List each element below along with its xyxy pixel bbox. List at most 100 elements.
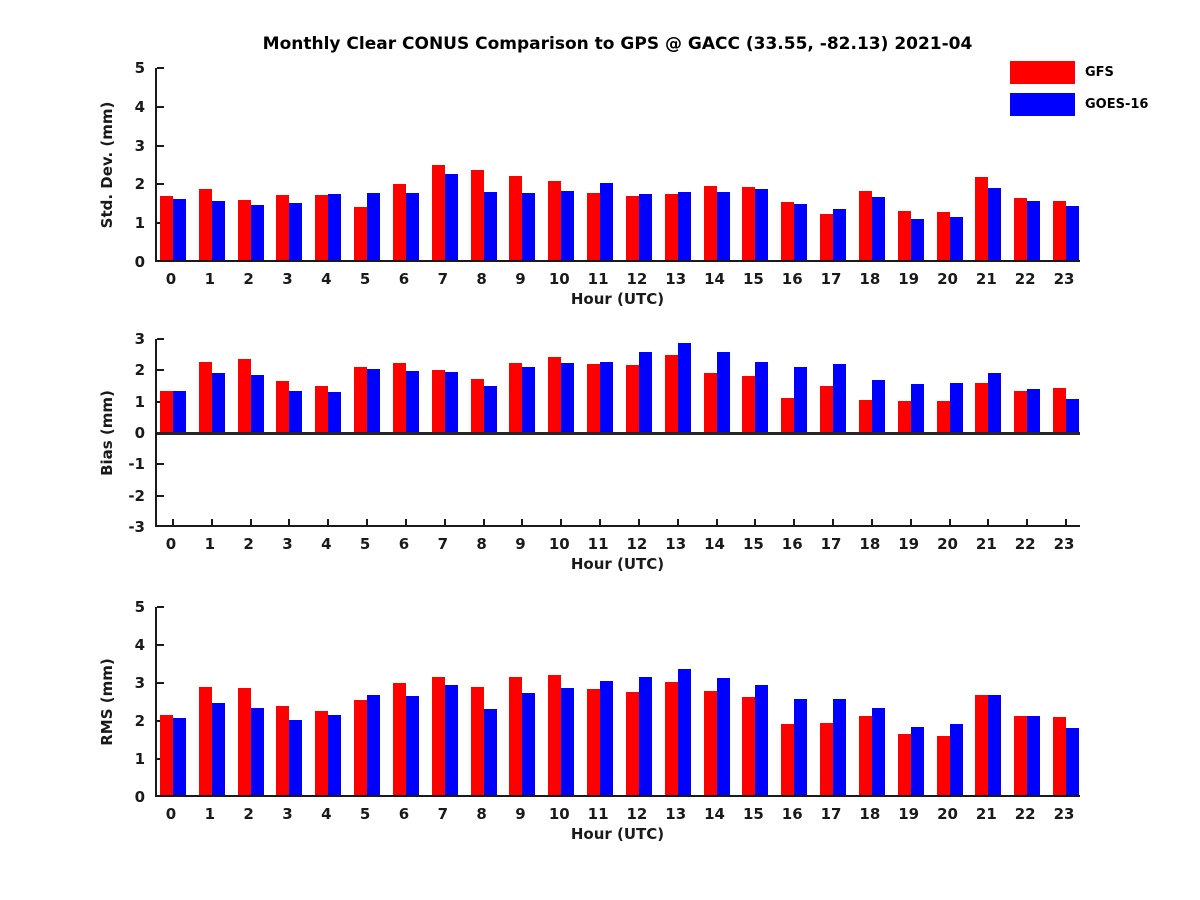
x-tick-label: 4 [321,805,332,823]
bar-goes-16-h0 [173,718,186,795]
x-tick-label: 23 [1053,270,1075,288]
x-tick-label: 11 [587,270,609,288]
y-tick-label: 1 [134,392,145,411]
bar-gfs-h13 [664,355,678,433]
bar-goes-16-h20 [949,383,963,433]
bar-goes-16-h19 [910,218,924,260]
x-tick-label: 2 [243,805,254,823]
x-tick-label: 0 [165,805,177,823]
bar-gfs-h18 [858,400,872,433]
x-tick-label: 7 [437,535,448,553]
bar-gfs-h6 [392,683,406,795]
x-tick-label: 1 [204,535,216,553]
bar-goes-16-h18 [871,707,885,795]
bar-goes-16-h8 [483,708,497,795]
y-tick-label: 2 [134,712,145,730]
bar-goes-16-h22 [1027,389,1041,433]
x-tick-label: 9 [515,535,526,553]
x-tick-label: 23 [1053,535,1075,553]
x-tick-label: 3 [282,270,293,288]
bar-goes-16-h14 [716,191,730,260]
bar-goes-16-h15 [755,361,769,433]
x-tick [909,519,912,525]
bar-goes-16-h11 [600,361,614,433]
bar-gfs-h10 [548,675,562,795]
x-tick-label: 22 [1014,535,1036,553]
bar-goes-16-h2 [250,205,264,260]
x-tick-label: 2 [243,535,254,553]
x-tick-label: 10 [548,270,570,288]
bar-gfs-h22 [1014,197,1028,260]
bar-goes-16-h21 [988,188,1002,260]
bar-goes-16-h22 [1027,716,1041,795]
x-tick-label: 7 [437,270,448,288]
bar-goes-16-h10 [561,190,575,260]
x-tick-label: 4 [321,270,332,288]
x-tick-label: 12 [626,535,648,553]
x-tick-label: 16 [781,270,803,288]
bar-goes-16-h4 [328,714,342,795]
legend-label-goes16: GOES-16 [1085,97,1149,112]
bar-goes-16-h12 [638,351,652,433]
x-tick-label: 19 [898,535,920,553]
bar-goes-16-h0 [173,198,186,260]
legend-item-goes16: GOES-16 [1010,93,1148,116]
bar-gfs-h23 [1053,387,1066,433]
bar-goes-16-h17 [833,364,847,433]
x-tick-label: 6 [398,535,410,553]
bar-goes-16-h16 [794,698,808,795]
x-tick-label: 16 [781,535,803,553]
x-tick [327,519,330,525]
bar-goes-16-h3 [289,391,303,433]
x-tick-label: 8 [476,270,487,288]
x-tick [754,519,757,525]
bar-goes-16-h1 [211,702,225,795]
bar-gfs-h12 [625,196,639,260]
bar-gfs-h10 [548,180,562,260]
bar-gfs-h21 [975,177,989,260]
bar-goes-16-h19 [910,384,924,433]
bar-gfs-h13 [664,194,678,260]
bar-goes-16-h8 [483,191,497,260]
bar-goes-16-h17 [833,698,847,795]
bar-gfs-h17 [820,722,834,795]
x-tick-label: 18 [859,805,881,823]
bar-goes-16-h16 [794,203,808,260]
y-tick-label: -1 [128,455,145,474]
rms-plot-area [155,606,1080,797]
bar-goes-16-h5 [367,695,381,795]
x-tick [870,519,873,525]
x-tick-label: 16 [781,805,803,823]
x-tick-label: 13 [665,270,687,288]
y-tick-label: 4 [134,636,145,654]
x-tick [443,519,446,525]
y-tick-label: 2 [134,175,145,194]
y-tick [157,338,164,340]
bar-goes-16-h8 [483,386,497,433]
bar-goes-16-h18 [871,196,885,260]
bar-gfs-h10 [548,356,562,433]
bar-gfs-h20 [936,401,950,433]
y-tick-label: 0 [134,424,145,442]
x-axis-title: Hour (UTC) [570,825,665,843]
bar-goes-16-h14 [716,352,730,433]
bar-goes-16-h12 [638,677,652,795]
x-tick [560,519,563,525]
zero-axis-line [157,432,1080,435]
bar-gfs-h0 [160,715,173,795]
x-tick [210,519,213,525]
bar-gfs-h7 [431,165,445,260]
bar-gfs-h19 [897,211,911,260]
bar-gfs-h15 [742,376,756,433]
y-tick [157,105,164,108]
x-tick-label: 12 [626,805,648,823]
figure-title: Monthly Clear CONUS Comparison to GPS @ … [262,34,973,54]
bar-goes-16-h9 [522,693,536,795]
x-tick-label: 11 [587,805,609,823]
bar-gfs-h11 [587,364,601,433]
y-tick [157,606,164,608]
x-tick-label: 21 [975,535,997,553]
bar-goes-16-h5 [367,368,381,433]
x-tick-label: 15 [742,805,764,823]
x-tick-label: 2 [243,270,254,288]
